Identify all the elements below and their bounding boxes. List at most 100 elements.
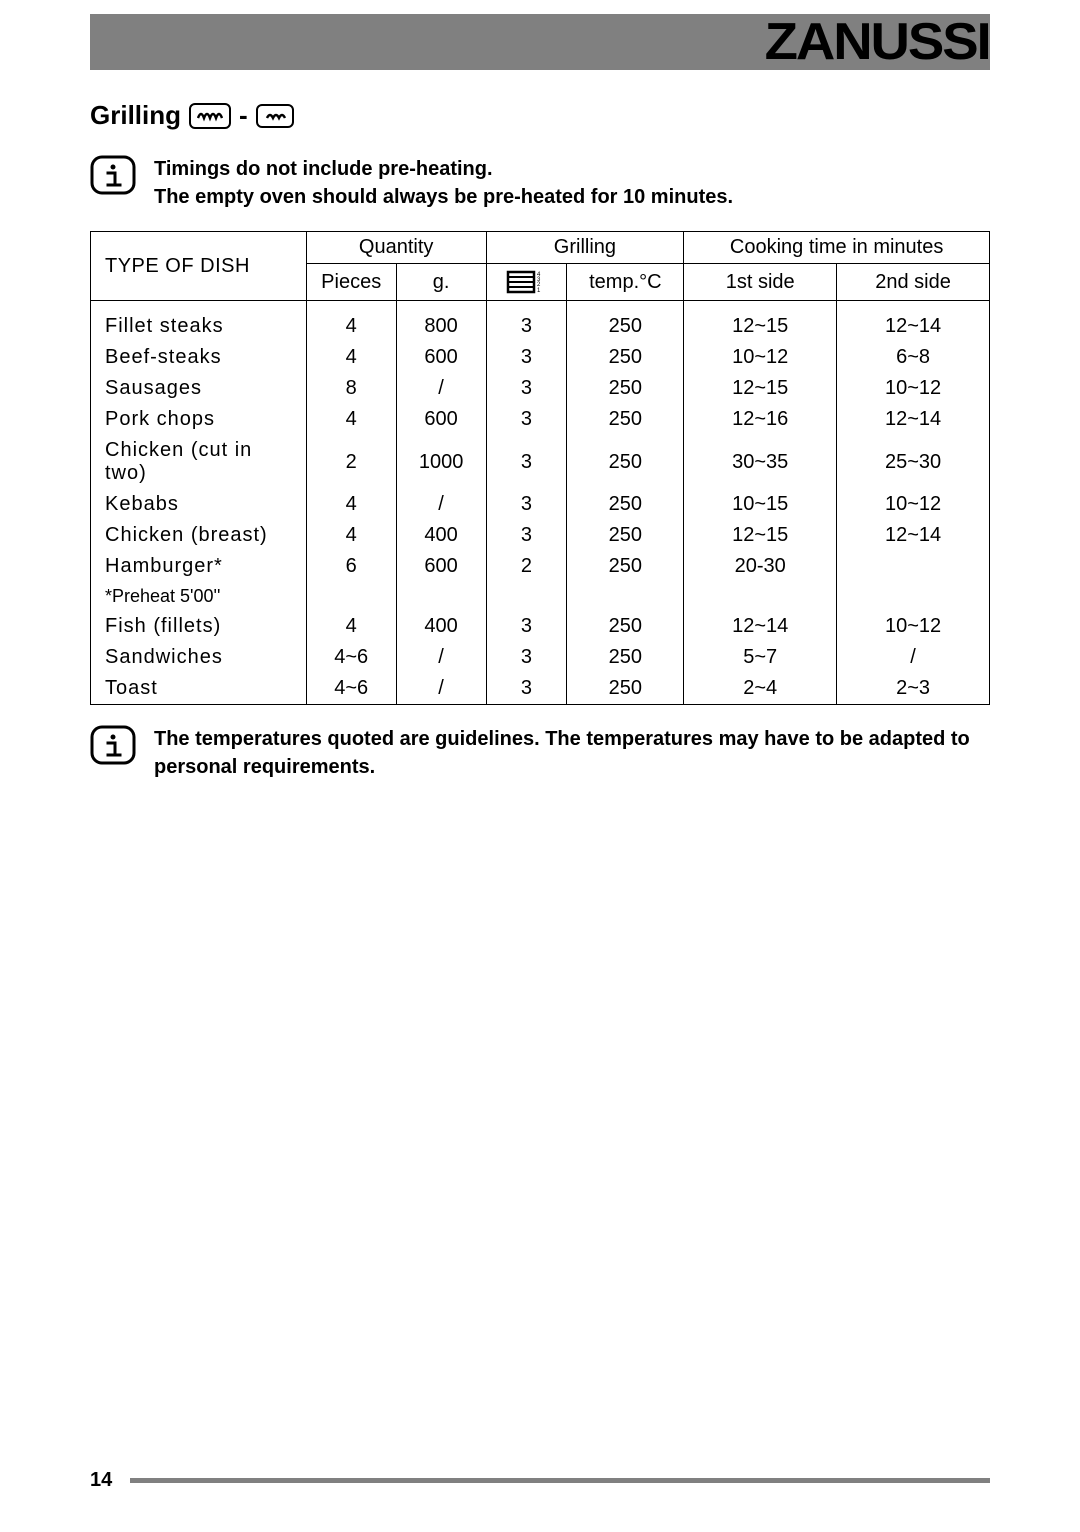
table-cell: 10~12 (837, 611, 990, 642)
info-icon (90, 155, 136, 200)
page-footer: 14 (90, 1469, 990, 1492)
table-cell (837, 582, 990, 611)
table-cell: 3 (486, 373, 567, 404)
th-pieces: Pieces (306, 264, 396, 301)
info-icon (90, 725, 136, 770)
table-row: Chicken (cut in two)21000325030~3525~30 (91, 435, 990, 489)
table-cell: 3 (486, 435, 567, 489)
table-cell: 250 (567, 673, 684, 705)
table-cell: 3 (486, 642, 567, 673)
svg-text:1: 1 (537, 288, 541, 294)
th-quantity: Quantity (306, 232, 486, 264)
table-cell: 4 (306, 301, 396, 343)
table-cell: 250 (567, 301, 684, 343)
table-cell: Sausages (91, 373, 307, 404)
table-cell: 5~7 (684, 642, 837, 673)
table-cell: 4~6 (306, 642, 396, 673)
table-cell: / (837, 642, 990, 673)
table-cell (684, 582, 837, 611)
table-cell: 12~15 (684, 520, 837, 551)
preheat-line2: The empty oven should always be pre-heat… (154, 183, 733, 211)
th-temp: temp.°C (567, 264, 684, 301)
th-type: TYPE OF DISH (91, 232, 307, 301)
table-cell: Sandwiches (91, 642, 307, 673)
table-cell: 250 (567, 520, 684, 551)
table-cell (567, 582, 684, 611)
table-row: *Preheat 5'00'' (91, 582, 990, 611)
table-cell: 12~16 (684, 404, 837, 435)
table-cell: / (396, 642, 486, 673)
table-cell: 4 (306, 489, 396, 520)
shelf-icon: 4 3 2 1 (506, 268, 546, 296)
table-cell: 2~3 (837, 673, 990, 705)
preheat-line1: Timings do not include pre-heating. (154, 155, 733, 183)
section-title-text: Grilling (90, 100, 181, 131)
table-cell: 2 (486, 551, 567, 582)
th-shelf-icon: 4 3 2 1 (486, 264, 567, 301)
grill-small-icon (256, 104, 294, 128)
table-row: Kebabs4/325010~1510~12 (91, 489, 990, 520)
page-content: Grilling - Timings do not include pre-he… (90, 100, 990, 781)
table-cell: 3 (486, 342, 567, 373)
table-cell: 10~12 (837, 373, 990, 404)
table-cell: 3 (486, 611, 567, 642)
table-cell: Chicken (cut in two) (91, 435, 307, 489)
table-cell: Kebabs (91, 489, 307, 520)
footer-note-row: The temperatures quoted are guidelines. … (90, 725, 990, 781)
brand-logo: ZANUSSI (764, 12, 989, 72)
table-cell: 12~14 (837, 520, 990, 551)
table-cell: 3 (486, 404, 567, 435)
table-cell: Fish (fillets) (91, 611, 307, 642)
table-cell: / (396, 489, 486, 520)
th-side2: 2nd side (837, 264, 990, 301)
table-cell: Toast (91, 673, 307, 705)
table-cell: 25~30 (837, 435, 990, 489)
grill-large-icon (189, 103, 231, 129)
table-cell: 3 (486, 520, 567, 551)
table-cell: 250 (567, 342, 684, 373)
table-cell: 10~12 (837, 489, 990, 520)
table-cell: 250 (567, 404, 684, 435)
table-cell: *Preheat 5'00'' (91, 582, 307, 611)
table-cell: 4 (306, 611, 396, 642)
table-cell: 3 (486, 673, 567, 705)
table-row: Beef-steaks4600325010~126~8 (91, 342, 990, 373)
table-row: Toast4~6/32502~42~3 (91, 673, 990, 705)
table-cell (396, 582, 486, 611)
th-side1: 1st side (684, 264, 837, 301)
table-row: Pork chops4600325012~1612~14 (91, 404, 990, 435)
table-cell: 12~15 (684, 373, 837, 404)
table-cell: Pork chops (91, 404, 307, 435)
table-row: Sausages8/325012~1510~12 (91, 373, 990, 404)
table-cell: 10~12 (684, 342, 837, 373)
table-cell: 12~14 (684, 611, 837, 642)
table-cell: 6 (306, 551, 396, 582)
table-cell: 10~15 (684, 489, 837, 520)
table-cell: 600 (396, 551, 486, 582)
table-cell: 800 (396, 301, 486, 343)
table-cell (837, 551, 990, 582)
table-cell: 400 (396, 611, 486, 642)
table-cell: Chicken (breast) (91, 520, 307, 551)
table-cell: 30~35 (684, 435, 837, 489)
table-body: Fillet steaks4800325012~1512~14Beef-stea… (91, 301, 990, 705)
section-title-row: Grilling - (90, 100, 990, 131)
th-grilling: Grilling (486, 232, 684, 264)
table-cell (486, 582, 567, 611)
info-text-block: Timings do not include pre-heating. The … (154, 155, 733, 211)
table-row: Fillet steaks4800325012~1512~14 (91, 301, 990, 343)
table-cell: 4~6 (306, 673, 396, 705)
table-cell: 250 (567, 642, 684, 673)
table-cell: 8 (306, 373, 396, 404)
table-cell: / (396, 673, 486, 705)
table-cell: 250 (567, 435, 684, 489)
table-cell: / (396, 373, 486, 404)
table-cell: Hamburger* (91, 551, 307, 582)
footer-note-text: The temperatures quoted are guidelines. … (154, 725, 990, 781)
table-cell: 4 (306, 520, 396, 551)
info-note-preheat: Timings do not include pre-heating. The … (90, 155, 990, 211)
table-row: Fish (fillets)4400325012~1410~12 (91, 611, 990, 642)
table-cell: 250 (567, 489, 684, 520)
table-cell: 600 (396, 342, 486, 373)
table-cell: 12~14 (837, 301, 990, 343)
